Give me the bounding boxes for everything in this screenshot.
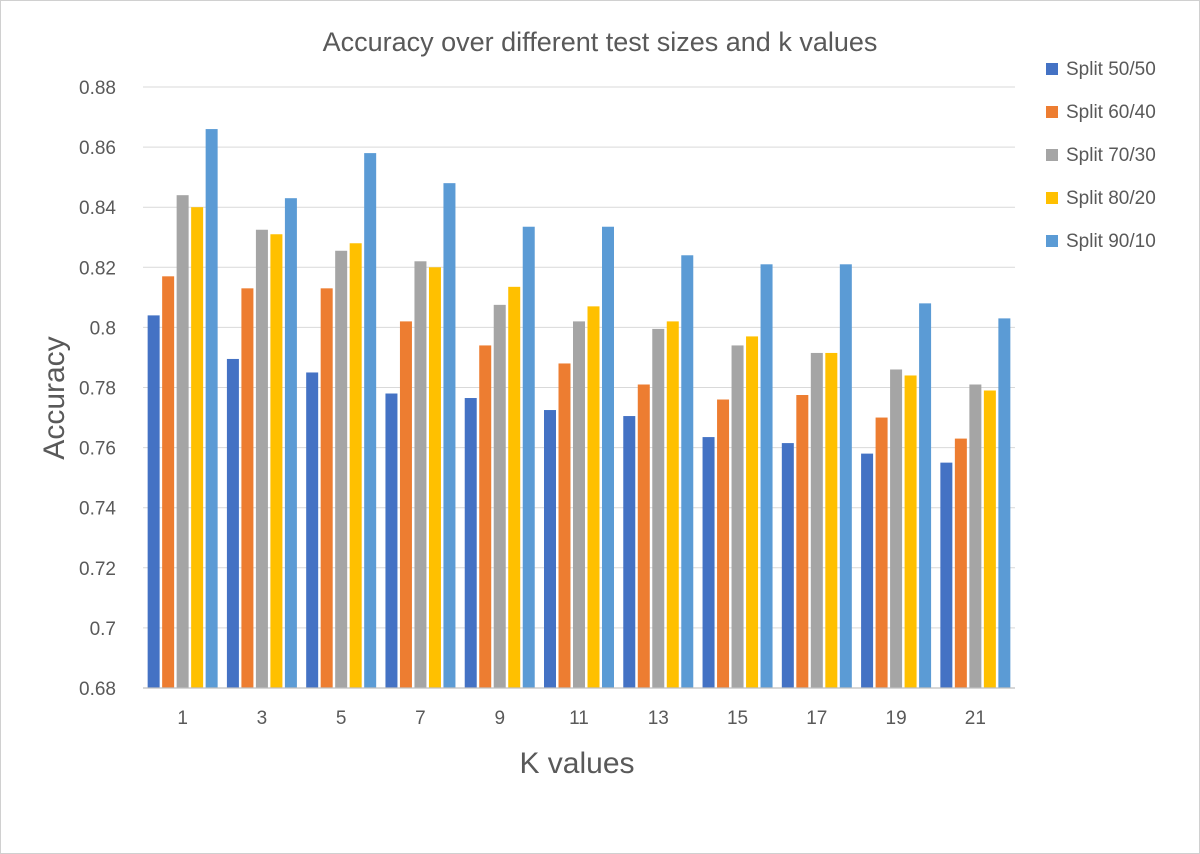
x-tick-label: 1 [177, 708, 188, 729]
bar [810, 352, 823, 688]
legend-swatch [1046, 192, 1058, 204]
bar [176, 195, 189, 688]
bar [255, 229, 268, 689]
bar [558, 363, 571, 688]
bar [681, 255, 694, 688]
legend-label: Split 50/50 [1066, 59, 1156, 80]
bar [904, 375, 917, 688]
bar [666, 321, 679, 688]
bar [306, 372, 319, 688]
bar [796, 395, 809, 688]
bar [839, 264, 852, 688]
bar [284, 198, 297, 688]
bar [464, 398, 477, 688]
y-tick-label: 0.8 [90, 318, 116, 339]
x-tick-label: 9 [494, 708, 505, 729]
x-tick-label: 5 [336, 708, 347, 729]
y-tick-label: 0.88 [79, 78, 116, 99]
bar [731, 345, 744, 688]
y-axis-title: Accuracy [38, 336, 71, 459]
x-axis-title: K values [519, 747, 634, 780]
legend-swatch [1046, 235, 1058, 247]
bar [954, 438, 967, 688]
bar [385, 393, 398, 688]
bar [652, 328, 665, 688]
bar [587, 306, 600, 688]
bar [890, 369, 903, 688]
bar [241, 288, 254, 688]
legend-swatch [1046, 63, 1058, 75]
y-tick-label: 0.74 [79, 499, 116, 520]
x-tick-label: 19 [886, 708, 907, 729]
bar [399, 321, 412, 688]
y-tick-label: 0.82 [79, 258, 116, 279]
legend: Split 50/50 Split 60/40 Split 70/30 Split 8… [1046, 59, 1156, 252]
y-tick-label: 0.76 [79, 439, 116, 460]
x-tick-label: 15 [727, 708, 748, 729]
x-tick-label: 7 [415, 708, 426, 729]
legend-label: Split 90/10 [1066, 231, 1156, 252]
y-tick-label: 0.86 [79, 138, 116, 159]
bar [226, 358, 239, 688]
axes: 0.68 0.7 0.72 0.74 0.76 0.78 0.8 0.82 0.84 0.86 0.… [79, 78, 1015, 729]
bar [493, 304, 506, 688]
bar [746, 336, 759, 688]
bar [717, 399, 730, 688]
y-tick-label: 0.78 [79, 379, 116, 400]
bar [191, 207, 204, 688]
bar [335, 250, 348, 688]
bar [702, 437, 715, 688]
x-tick-label: 3 [257, 708, 268, 729]
bar [364, 153, 377, 689]
bar [940, 462, 953, 688]
y-tick-label: 0.84 [79, 198, 116, 219]
x-tick-label: 17 [806, 708, 827, 729]
bar [162, 276, 175, 688]
legend-swatch [1046, 149, 1058, 161]
bar [270, 234, 283, 688]
x-tick-label: 13 [648, 708, 669, 729]
bar [760, 264, 773, 688]
bar [781, 443, 794, 688]
legend-label: Split 80/20 [1066, 188, 1156, 209]
y-tick-label: 0.72 [79, 559, 116, 580]
bar [414, 261, 427, 688]
bar [861, 453, 874, 688]
bar [623, 416, 636, 688]
bar [919, 303, 932, 688]
bar [998, 318, 1011, 688]
bars [147, 129, 1011, 689]
bar [522, 226, 535, 689]
bar [428, 267, 441, 688]
bar [573, 321, 585, 688]
bar [637, 384, 650, 688]
bar [205, 129, 218, 688]
bar [875, 417, 888, 688]
bar [479, 345, 492, 688]
bar [508, 286, 521, 688]
bar [602, 226, 614, 689]
bar [443, 183, 456, 688]
legend-swatch [1046, 106, 1058, 118]
x-tick-label: 11 [569, 708, 589, 729]
bar [969, 384, 982, 688]
legend-label: Split 70/30 [1066, 145, 1156, 166]
bar [320, 288, 333, 688]
bar [147, 315, 160, 688]
bar [544, 410, 556, 688]
x-tick-label: 21 [965, 708, 986, 729]
bar [349, 243, 362, 688]
chart-title: Accuracy over different test sizes and k… [323, 27, 878, 57]
y-tick-label: 0.7 [90, 619, 116, 640]
bar [825, 352, 838, 688]
bar [983, 390, 996, 688]
legend-label: Split 60/40 [1066, 102, 1156, 123]
y-tick-label: 0.68 [79, 679, 116, 700]
